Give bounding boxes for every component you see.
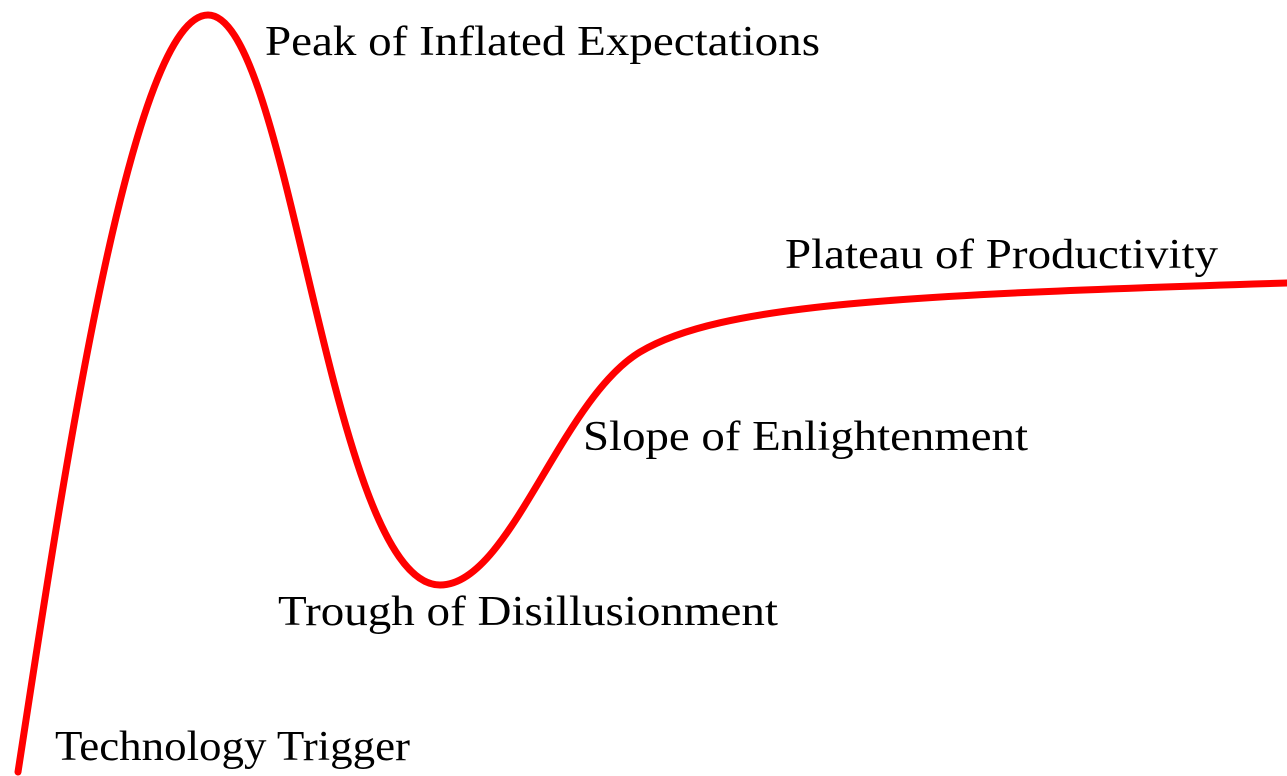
phase-label: Technology Trigger — [55, 724, 410, 770]
phase-label: Trough of Disillusionment — [278, 589, 778, 635]
phase-label: Slope of Enlightenment — [583, 414, 1028, 460]
phase-label: Plateau of Productivity — [785, 232, 1218, 278]
phase-label: Peak of Inflated Expectations — [265, 19, 820, 65]
hype-curve — [14, 11, 1287, 776]
